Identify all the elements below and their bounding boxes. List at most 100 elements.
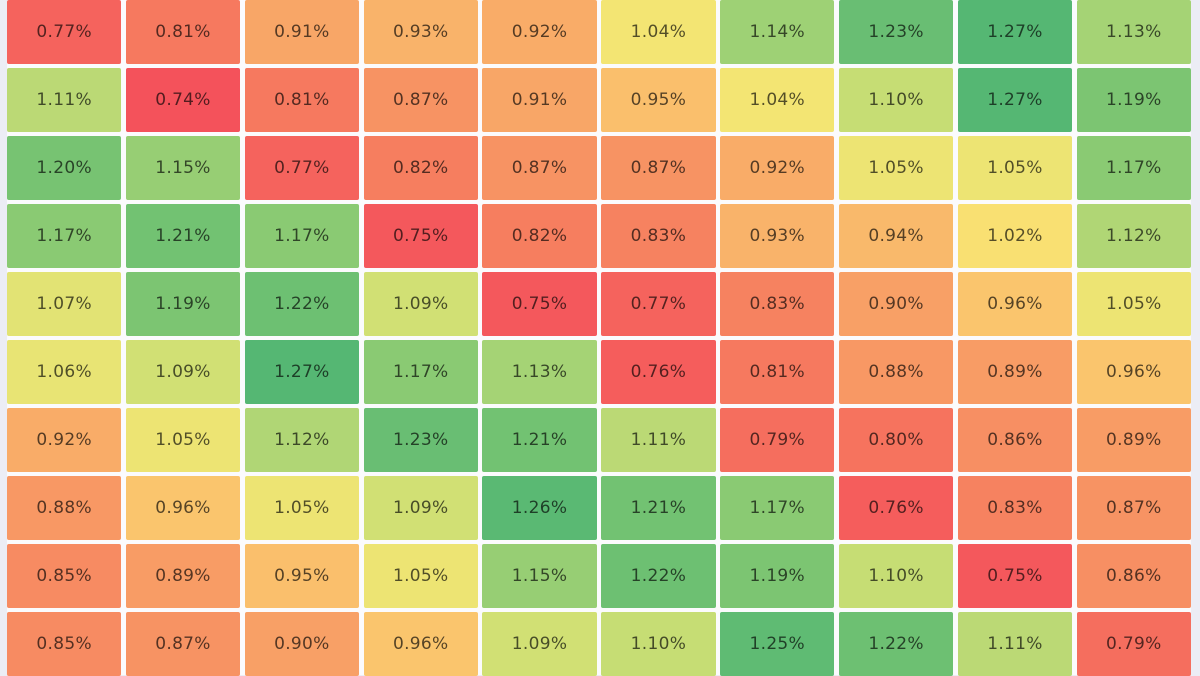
heatmap-cell[interactable]: 0.95% (601, 68, 716, 132)
heatmap-cell[interactable]: 0.77% (7, 0, 122, 64)
heatmap-cell[interactable]: 0.88% (7, 476, 122, 540)
heatmap-cell[interactable]: 1.09% (363, 476, 478, 540)
heatmap-cell[interactable]: 0.86% (957, 408, 1073, 472)
heatmap-cell[interactable]: 1.21% (125, 204, 241, 268)
heatmap-cell[interactable]: 1.27% (957, 68, 1073, 132)
heatmap-cell[interactable]: 0.88% (838, 340, 954, 404)
heatmap-cell[interactable]: 0.85% (7, 544, 122, 608)
heatmap-cell[interactable]: 1.26% (482, 476, 597, 540)
heatmap-cell[interactable]: 1.12% (244, 408, 360, 472)
heatmap-cell[interactable]: 0.89% (125, 544, 241, 608)
heatmap-cell[interactable]: 0.87% (363, 68, 478, 132)
heatmap-cell[interactable]: 1.21% (482, 408, 597, 472)
heatmap-cell[interactable]: 0.87% (482, 136, 597, 200)
heatmap-cell[interactable]: 1.05% (838, 136, 954, 200)
heatmap-cell[interactable]: 0.75% (957, 544, 1073, 608)
heatmap-cell[interactable]: 0.82% (363, 136, 478, 200)
heatmap-cell[interactable]: 1.10% (838, 544, 954, 608)
heatmap-cell[interactable]: 1.15% (482, 544, 597, 608)
heatmap-cell[interactable]: 1.17% (720, 476, 835, 540)
heatmap-cell[interactable]: 1.07% (7, 272, 122, 336)
heatmap-cell[interactable]: 0.75% (482, 272, 597, 336)
heatmap-cell[interactable]: 0.77% (244, 136, 360, 200)
heatmap-cell[interactable]: 1.21% (601, 476, 716, 540)
heatmap-cell[interactable]: 1.19% (125, 272, 241, 336)
heatmap-cell[interactable]: 1.09% (482, 612, 597, 676)
heatmap-cell[interactable]: 0.82% (482, 204, 597, 268)
heatmap-cell[interactable]: 0.93% (363, 0, 478, 64)
heatmap-cell[interactable]: 0.96% (363, 612, 478, 676)
heatmap-cell[interactable]: 1.19% (1076, 68, 1191, 132)
heatmap-cell[interactable]: 0.87% (1076, 476, 1191, 540)
heatmap-cell[interactable]: 0.87% (125, 612, 241, 676)
heatmap-cell[interactable]: 1.17% (1076, 136, 1191, 200)
heatmap-cell[interactable]: 1.06% (7, 340, 122, 404)
heatmap-cell[interactable]: 1.11% (7, 68, 122, 132)
heatmap-cell[interactable]: 1.13% (482, 340, 597, 404)
heatmap-cell[interactable]: 0.86% (1076, 544, 1191, 608)
heatmap-cell[interactable]: 1.22% (601, 544, 716, 608)
heatmap-cell[interactable]: 1.10% (838, 68, 954, 132)
heatmap-cell[interactable]: 1.11% (957, 612, 1073, 676)
heatmap-cell[interactable]: 0.94% (838, 204, 954, 268)
heatmap-cell[interactable]: 1.04% (720, 68, 835, 132)
heatmap-cell[interactable]: 0.81% (244, 68, 360, 132)
heatmap-cell[interactable]: 1.05% (957, 136, 1073, 200)
heatmap-cell[interactable]: 1.17% (7, 204, 122, 268)
heatmap-cell[interactable]: 1.14% (720, 0, 835, 64)
heatmap-cell[interactable]: 0.96% (1076, 340, 1191, 404)
heatmap-cell[interactable]: 1.22% (244, 272, 360, 336)
heatmap-cell[interactable]: 0.95% (244, 544, 360, 608)
heatmap-cell[interactable]: 1.19% (720, 544, 835, 608)
heatmap-cell[interactable]: 1.05% (363, 544, 478, 608)
heatmap-cell[interactable]: 0.91% (482, 68, 597, 132)
heatmap-cell[interactable]: 1.25% (720, 612, 835, 676)
heatmap-cell[interactable]: 1.17% (363, 340, 478, 404)
heatmap-cell[interactable]: 1.17% (244, 204, 360, 268)
heatmap-cell[interactable]: 1.13% (1076, 0, 1191, 64)
heatmap-cell[interactable]: 0.83% (957, 476, 1073, 540)
heatmap-cell[interactable]: 0.79% (720, 408, 835, 472)
heatmap-cell[interactable]: 0.74% (125, 68, 241, 132)
heatmap-cell[interactable]: 1.15% (125, 136, 241, 200)
heatmap-cell[interactable]: 0.83% (601, 204, 716, 268)
heatmap-cell[interactable]: 0.85% (7, 612, 122, 676)
heatmap-cell[interactable]: 1.05% (125, 408, 241, 472)
heatmap-cell[interactable]: 1.20% (7, 136, 122, 200)
heatmap-cell[interactable]: 0.91% (244, 0, 360, 64)
heatmap-cell[interactable]: 0.83% (720, 272, 835, 336)
heatmap-cell[interactable]: 1.05% (1076, 272, 1191, 336)
heatmap-cell[interactable]: 0.93% (720, 204, 835, 268)
heatmap-cell[interactable]: 0.92% (482, 0, 597, 64)
heatmap-cell[interactable]: 0.92% (7, 408, 122, 472)
heatmap-cell[interactable]: 0.76% (838, 476, 954, 540)
heatmap-cell[interactable]: 1.10% (601, 612, 716, 676)
heatmap-cell[interactable]: 0.90% (244, 612, 360, 676)
heatmap-cell[interactable]: 0.90% (838, 272, 954, 336)
heatmap-cell[interactable]: 1.02% (957, 204, 1073, 268)
heatmap-cell[interactable]: 0.89% (957, 340, 1073, 404)
heatmap-cell[interactable]: 0.75% (363, 204, 478, 268)
heatmap-cell[interactable]: 1.27% (957, 0, 1073, 64)
heatmap-cell[interactable]: 0.96% (957, 272, 1073, 336)
heatmap-cell[interactable]: 1.04% (601, 0, 716, 64)
heatmap-cell[interactable]: 0.92% (720, 136, 835, 200)
heatmap-cell[interactable]: 1.05% (244, 476, 360, 540)
heatmap-cell[interactable]: 0.96% (125, 476, 241, 540)
heatmap-cell[interactable]: 0.80% (838, 408, 954, 472)
heatmap-cell[interactable]: 1.12% (1076, 204, 1191, 268)
heatmap-cell[interactable]: 0.81% (720, 340, 835, 404)
heatmap-cell[interactable]: 0.87% (601, 136, 716, 200)
heatmap-cell[interactable]: 1.09% (363, 272, 478, 336)
heatmap-cell[interactable]: 0.77% (601, 272, 716, 336)
heatmap-cell[interactable]: 1.11% (601, 408, 716, 472)
heatmap-cell[interactable]: 1.23% (363, 408, 478, 472)
heatmap-cell[interactable]: 1.27% (244, 340, 360, 404)
heatmap-cell[interactable]: 0.81% (125, 0, 241, 64)
heatmap-cell[interactable]: 0.79% (1076, 612, 1191, 676)
heatmap-cell[interactable]: 0.76% (601, 340, 716, 404)
heatmap-cell[interactable]: 0.89% (1076, 408, 1191, 472)
heatmap-cell[interactable]: 1.23% (838, 0, 954, 64)
heatmap-cell[interactable]: 1.09% (125, 340, 241, 404)
heatmap-cell[interactable]: 1.22% (838, 612, 954, 676)
